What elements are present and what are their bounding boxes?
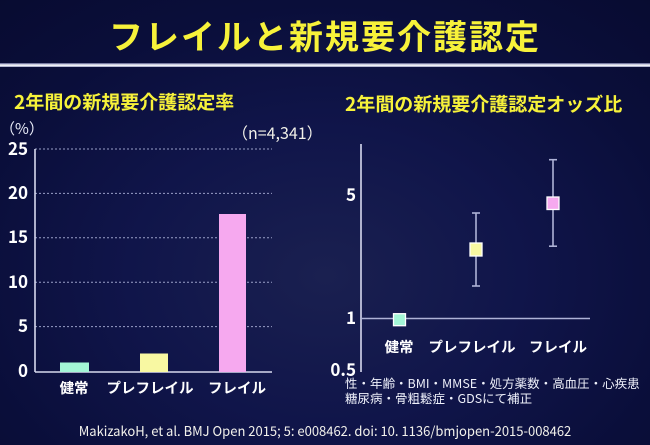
svg-text:5: 5 xyxy=(18,312,28,337)
svg-text:フレイル: フレイル xyxy=(208,377,266,398)
svg-text:10: 10 xyxy=(8,268,28,293)
svg-text:0: 0 xyxy=(18,357,28,382)
svg-text:プレフレイル: プレフレイル xyxy=(429,336,516,357)
svg-text:健常: 健常 xyxy=(385,336,414,357)
svg-text:1: 1 xyxy=(346,304,356,329)
svg-text:5: 5 xyxy=(346,181,356,206)
svg-text:プレフレイル: プレフレイル xyxy=(107,377,194,398)
svg-text:15: 15 xyxy=(8,223,28,248)
svg-text:20: 20 xyxy=(8,179,28,204)
svg-text:フレイル: フレイル xyxy=(529,336,587,357)
svg-text:健常: 健常 xyxy=(60,377,89,398)
